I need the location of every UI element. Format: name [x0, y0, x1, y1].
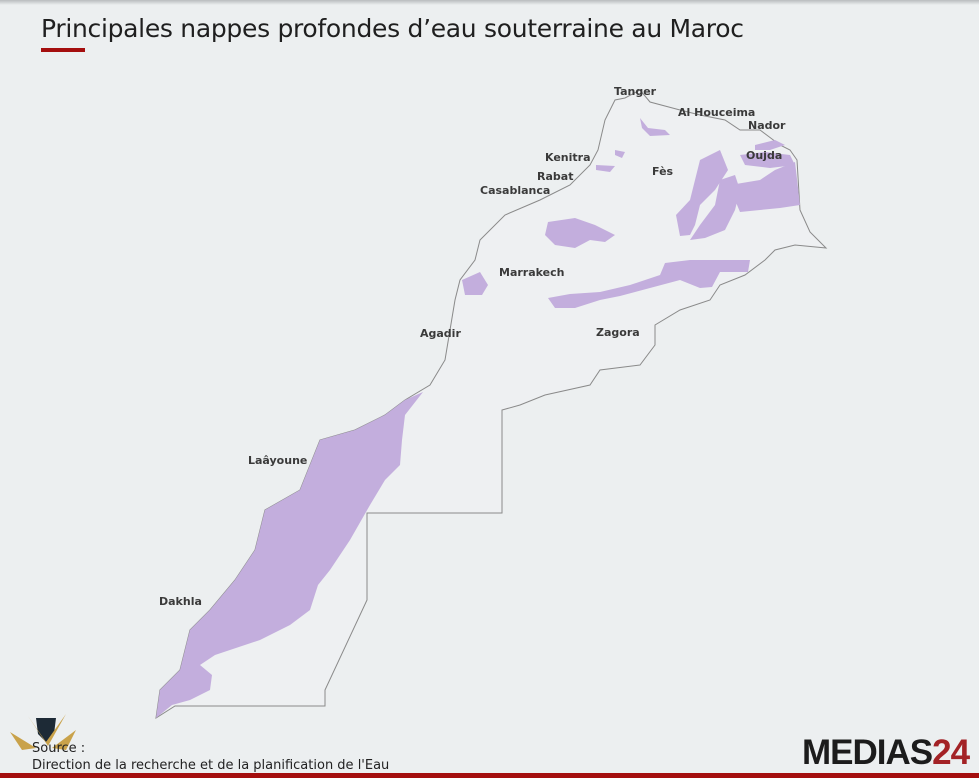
aquifer-oriental	[730, 162, 800, 212]
aquifer-saiss	[676, 150, 728, 236]
aquifer-chaouia	[545, 218, 615, 248]
city-label-casablanca: Casablanca	[480, 184, 551, 197]
city-label-marrakech: Marrakech	[499, 266, 565, 279]
source-label: Source :	[32, 741, 86, 756]
brand-number: 24	[932, 733, 970, 772]
city-label-dakhla: Dakhla	[159, 595, 202, 608]
city-label-nador: Nador	[748, 119, 786, 132]
source-text: Direction de la recherche et de la plani…	[32, 758, 390, 773]
aquifer-sahara	[156, 392, 423, 718]
city-label-al-houceima: Al Houceima	[678, 106, 756, 119]
aquifer-rif	[640, 118, 670, 136]
source-note: Source : Direction de la recherche et de…	[32, 740, 389, 774]
top-shadow	[0, 0, 979, 5]
aquifer-haouz	[462, 272, 488, 295]
aquifer-nador	[755, 140, 785, 150]
city-label-zagora: Zagora	[596, 326, 640, 339]
aquifer-mamora	[596, 165, 615, 172]
aquifers	[156, 118, 800, 718]
city-label-fes: Fès	[652, 165, 674, 178]
watermark-logo	[10, 714, 76, 750]
brand-logo: MEDIAS24	[802, 733, 970, 773]
city-label-oujda: Oujda	[746, 149, 783, 162]
page-title: Principales nappes profondes d’eau soute…	[41, 14, 744, 43]
aquifer-tafilalet	[548, 260, 750, 308]
bottom-accent-bar	[0, 773, 979, 778]
city-label-rabat: Rabat	[537, 170, 574, 183]
city-label-kenitra: Kenitra	[545, 151, 591, 164]
aquifer-oujda	[740, 152, 795, 168]
city-label-tanger: Tanger	[614, 85, 657, 98]
aquifer-moulouya	[690, 175, 740, 240]
brand-name: MEDIAS	[802, 733, 933, 772]
city-label-agadir: Agadir	[420, 327, 461, 340]
aquifer-gharb	[615, 150, 625, 158]
city-label-laayoune: Laâyoune	[248, 454, 308, 467]
title-underline	[41, 48, 85, 52]
